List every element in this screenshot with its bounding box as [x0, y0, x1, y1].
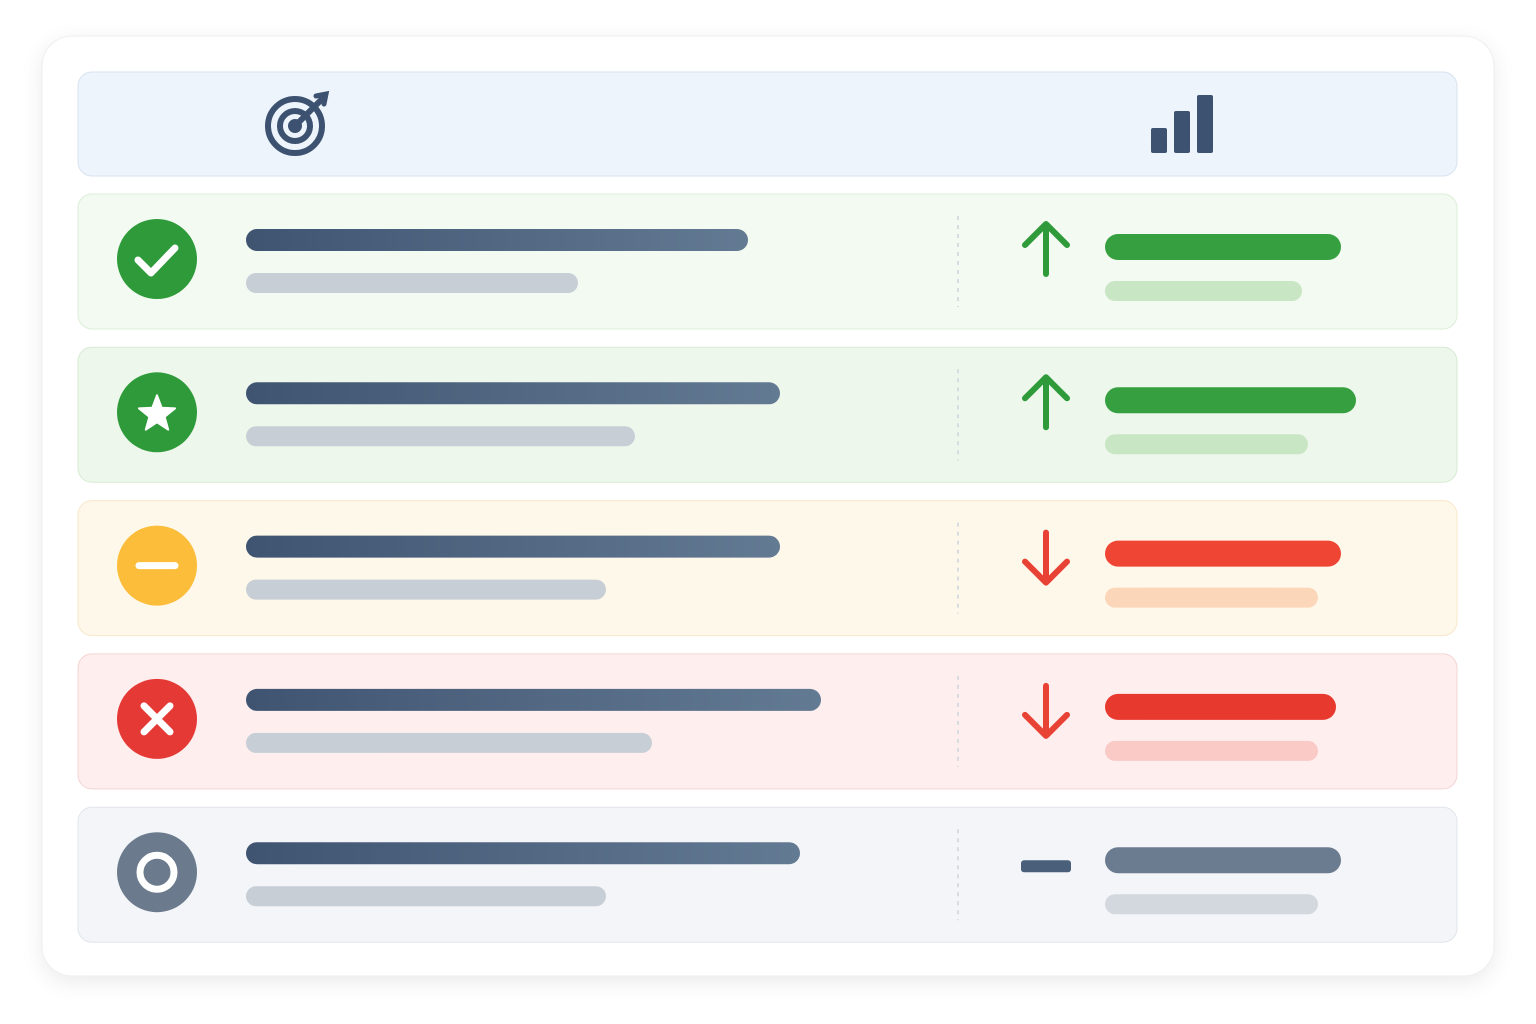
title-placeholder	[246, 535, 780, 558]
metric-sub-placeholder	[1105, 894, 1318, 915]
trend-down-arrow	[1022, 529, 1070, 586]
metric-placeholder	[1105, 847, 1341, 874]
status-row	[77, 346, 1458, 483]
target-icon	[265, 90, 330, 156]
row-bg	[77, 346, 1458, 483]
subtitle-placeholder	[246, 426, 635, 447]
trend-up-arrow	[1022, 221, 1070, 277]
status-icon	[117, 219, 197, 299]
metric-sub-placeholder	[1105, 281, 1302, 301]
rows	[77, 193, 1458, 943]
status-row	[77, 193, 1458, 330]
row-bg	[77, 500, 1458, 637]
title-placeholder	[246, 382, 780, 405]
metric-placeholder	[1105, 540, 1341, 567]
metric-placeholder	[1105, 693, 1336, 720]
subtitle-placeholder	[246, 732, 652, 753]
check-mark	[134, 244, 179, 277]
header	[77, 71, 1458, 177]
trend-up-arrow	[1022, 374, 1070, 431]
metric-sub-placeholder	[1105, 740, 1318, 761]
status-row	[77, 653, 1458, 790]
trend-flat	[1021, 860, 1071, 873]
x-mark	[140, 702, 174, 736]
status-row	[77, 500, 1458, 637]
subtitle-placeholder	[246, 579, 606, 600]
row-bg	[77, 653, 1458, 790]
ring-mark	[136, 851, 178, 893]
metric-sub-placeholder	[1105, 587, 1318, 608]
row-bg	[77, 193, 1458, 330]
title-placeholder	[246, 229, 748, 251]
subtitle-placeholder	[246, 273, 578, 293]
star-mark	[137, 394, 177, 431]
bar-chart-icon	[1151, 95, 1213, 153]
title-placeholder	[246, 688, 821, 711]
subtitle-placeholder	[246, 886, 606, 907]
title-placeholder	[246, 842, 800, 865]
status-icon	[117, 832, 197, 913]
status-row	[77, 806, 1458, 943]
metric-placeholder	[1105, 234, 1341, 260]
row-bg	[77, 806, 1458, 943]
metric-sub-placeholder	[1105, 434, 1308, 455]
trend-down-arrow	[1022, 682, 1070, 739]
header-bg	[77, 71, 1458, 177]
metric-placeholder	[1105, 387, 1356, 414]
